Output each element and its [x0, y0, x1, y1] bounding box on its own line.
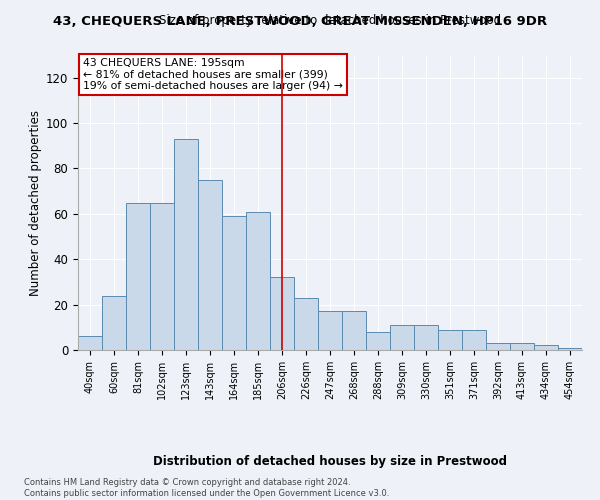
Bar [222, 216, 246, 350]
Bar [102, 296, 126, 350]
X-axis label: Distribution of detached houses by size in Prestwood: Distribution of detached houses by size … [153, 454, 507, 468]
Bar [246, 212, 270, 350]
Text: 43 CHEQUERS LANE: 195sqm
← 81% of detached houses are smaller (399)
19% of semi-: 43 CHEQUERS LANE: 195sqm ← 81% of detach… [83, 58, 343, 91]
Bar [366, 332, 390, 350]
Bar [558, 348, 582, 350]
Title: Size of property relative to detached houses in Prestwood: Size of property relative to detached ho… [159, 14, 501, 28]
Bar [150, 202, 174, 350]
Bar [486, 343, 510, 350]
Bar [390, 325, 414, 350]
Bar [534, 346, 558, 350]
Bar [198, 180, 222, 350]
Bar [78, 336, 102, 350]
Y-axis label: Number of detached properties: Number of detached properties [29, 110, 42, 296]
Bar [126, 202, 150, 350]
Bar [510, 343, 534, 350]
Bar [270, 278, 294, 350]
Bar [342, 312, 366, 350]
Bar [174, 139, 198, 350]
Bar [462, 330, 486, 350]
Bar [294, 298, 318, 350]
Bar [318, 312, 342, 350]
Bar [438, 330, 462, 350]
Text: Contains HM Land Registry data © Crown copyright and database right 2024.
Contai: Contains HM Land Registry data © Crown c… [24, 478, 389, 498]
Bar [414, 325, 438, 350]
Text: 43, CHEQUERS LANE, PRESTWOOD, GREAT MISSENDEN, HP16 9DR: 43, CHEQUERS LANE, PRESTWOOD, GREAT MISS… [53, 15, 547, 28]
